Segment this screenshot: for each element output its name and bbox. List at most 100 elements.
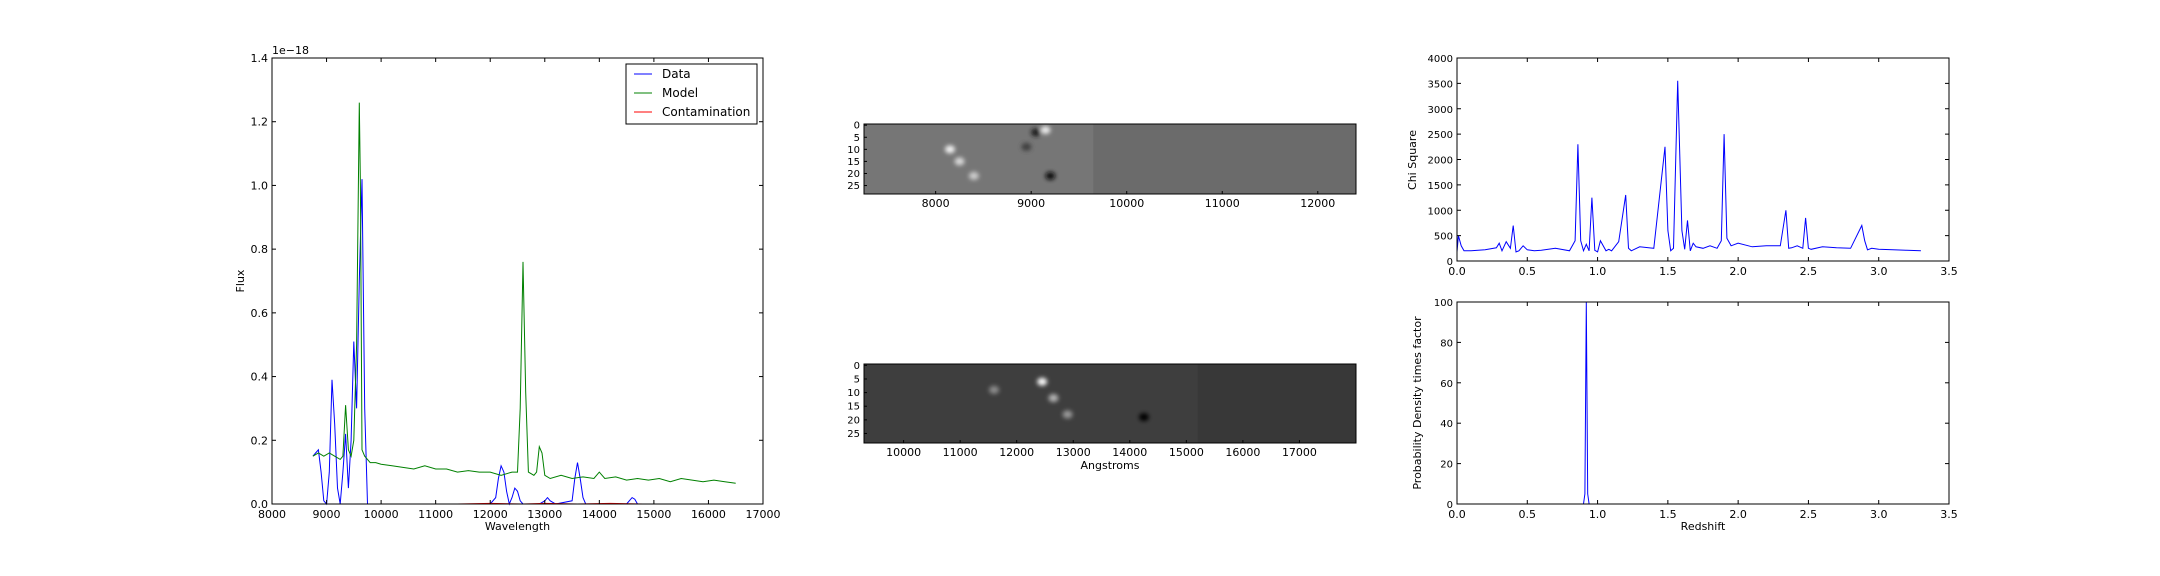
- lower-image-y-tick-label: 25: [847, 429, 860, 440]
- upper-image-image-feature: [954, 157, 965, 166]
- spectrum-x-tick-label: 11000: [418, 508, 453, 521]
- data-series-line: [312, 179, 671, 506]
- spectrum-x-tick-label: 15000: [636, 508, 671, 521]
- upper-image-y-tick-label: 5: [854, 133, 860, 144]
- upper-image-data-region: [864, 124, 1094, 194]
- chi-square-x-tick-label: 3.0: [1870, 265, 1888, 278]
- probability-x-tick-label: 0.0: [1448, 508, 1466, 521]
- lower-image-x-tick-label: 17000: [1282, 446, 1317, 459]
- spectrum-x-tick-label: 9000: [313, 508, 341, 521]
- spectrum-x-tick-label: 14000: [582, 508, 617, 521]
- lower-image-x-tick-label: 12000: [999, 446, 1034, 459]
- upper-image-image-feature: [968, 171, 979, 180]
- probability-y-tick-label: 20: [1440, 460, 1453, 471]
- chi-square-x-tick-label: 0.0: [1448, 265, 1466, 278]
- probability-x-tick-label: 0.5: [1519, 508, 1537, 521]
- spectrum-x-tick-label: 12000: [473, 508, 508, 521]
- lower-image-y-tick-label: 20: [847, 415, 860, 426]
- lower-image-image-feature: [1138, 413, 1149, 422]
- spectrum-y-tick-label: 0.8: [251, 243, 269, 256]
- chi-square-y-tick-label: 0: [1447, 257, 1453, 268]
- legend-model-label: Model: [662, 86, 698, 100]
- probability-y-axis-label: Probability Density times factor: [1411, 316, 1424, 490]
- probability-x-tick-label: 3.5: [1940, 508, 1958, 521]
- spectrum-y-tick-label: 0.0: [251, 498, 269, 511]
- probability-x-tick-label: 3.0: [1870, 508, 1888, 521]
- spectrum-legend: Data Model Contamination: [625, 63, 758, 125]
- spectrum-x-tick-label: 13000: [527, 508, 562, 521]
- probability-x-axis-label: Redshift: [1681, 520, 1726, 533]
- lower-image-x-tick-label: 13000: [1056, 446, 1091, 459]
- upper-image-image-feature: [1030, 128, 1041, 137]
- probability-x-tick-label: 2.5: [1800, 508, 1818, 521]
- legend-data-label: Data: [662, 67, 691, 81]
- upper-image-y-tick-label: 20: [847, 169, 860, 180]
- lower-image-x-axis-label: Angstroms: [1081, 459, 1140, 472]
- spectrum-panel: 8000 9000 10000 11000 12000 13000 14000 15000 16…: [234, 44, 781, 533]
- chi-square-x-tick-label: 1.5: [1659, 265, 1677, 278]
- upper-image-image-feature: [1021, 142, 1032, 151]
- upper-image-y-tick-label: 0: [854, 121, 860, 132]
- spectrum-x-tick-label: 16000: [691, 508, 726, 521]
- spectrum-y-tick-label: 0.4: [251, 371, 269, 384]
- upper-image-x-tick-label: 8000: [922, 197, 950, 210]
- spectrum-x-axis-label: Wavelength: [485, 520, 550, 533]
- chi-square-x-tick-label: 0.5: [1519, 265, 1537, 278]
- probability-y-tick-label: 0: [1447, 500, 1453, 511]
- upper-image-x-tick-label: 9000: [1017, 197, 1045, 210]
- spectrum-y-tick-label: 0.2: [251, 434, 269, 447]
- probability-y-tick-label: 60: [1440, 379, 1453, 390]
- lower-image-x-tick-label: 15000: [1169, 446, 1204, 459]
- lower-image-image-feature: [989, 385, 1000, 394]
- lower-image-y-tick-label: 15: [847, 402, 860, 413]
- upper-image-frame: [863, 123, 1357, 195]
- lower-image-x-tick-label: 16000: [1225, 446, 1260, 459]
- lower-image-y-tick-label: 5: [854, 374, 860, 385]
- upper-image-x-tick-label: 11000: [1205, 197, 1240, 210]
- chi-square-x-tick-label: 2.0: [1729, 265, 1747, 278]
- spectrum-y-tick-label: 1.0: [251, 179, 269, 192]
- upper-image-y-tick-label: 15: [847, 157, 860, 168]
- chi-square-x-tick-label: 1.0: [1589, 265, 1607, 278]
- lower-image-x-tick-label: 10000: [886, 446, 921, 459]
- probability-y-tick-label: 40: [1440, 419, 1453, 430]
- probability-y-tick-label: 100: [1434, 298, 1453, 309]
- spectrum-offset-label: 1e−18: [272, 44, 309, 57]
- upper-image-image-feature: [944, 145, 955, 154]
- spectrum-x-tick-label: 17000: [746, 508, 781, 521]
- chi-square-y-tick-label: 3000: [1428, 105, 1453, 116]
- lower-image-y-tick-label: 10: [847, 388, 860, 399]
- probability-density-panel: 0.0 0.5 1.0 1.5 2.0 2.5 3.0 3.5 0 20 40 60 80 100 Red…: [1411, 298, 1958, 533]
- lower-image-image-feature: [1037, 377, 1048, 386]
- chi-square-y-tick-label: 1000: [1428, 206, 1453, 217]
- chi-square-y-tick-label: 1500: [1428, 181, 1453, 192]
- spectrum-image-lower-panel: 10000 11000 12000 13000 14000 15000 16000 17000…: [847, 361, 1357, 472]
- probability-x-tick-label: 2.0: [1729, 508, 1747, 521]
- legend-contamination-label: Contamination: [662, 105, 750, 119]
- lower-image-data-region: [864, 364, 1198, 443]
- probability-series-line: [1457, 301, 1921, 505]
- chi-square-y-tick-label: 2000: [1428, 156, 1453, 167]
- upper-image-image-feature: [1045, 171, 1056, 180]
- spectrum-y-tick-label: 0.6: [251, 307, 269, 320]
- upper-image-y-tick-label: 10: [847, 145, 860, 156]
- probability-plot-frame: [1456, 301, 1950, 505]
- upper-image-y-tick-label: 25: [847, 181, 860, 192]
- probability-y-tick-label: 80: [1440, 338, 1453, 349]
- chi-square-x-tick-label: 2.5: [1800, 265, 1818, 278]
- lower-image-x-tick-label: 11000: [943, 446, 978, 459]
- lower-image-y-tick-label: 0: [854, 361, 860, 372]
- upper-image-x-tick-label: 12000: [1300, 197, 1335, 210]
- chi-square-panel: 0.0 0.5 1.0 1.5 2.0 2.5 3.0 3.5 0 500 1000 1500 2000…: [1406, 54, 1958, 278]
- lower-image-image-feature: [1062, 410, 1073, 419]
- chi-square-series-line: [1456, 80, 1921, 253]
- spectrum-x-tick-label: 10000: [364, 508, 399, 521]
- upper-image-x-tick-label: 10000: [1109, 197, 1144, 210]
- model-series-line: [312, 102, 736, 484]
- chi-square-y-tick-label: 3500: [1428, 79, 1453, 90]
- probability-x-tick-label: 1.5: [1659, 508, 1677, 521]
- chi-square-y-tick-label: 500: [1434, 232, 1453, 243]
- spectrum-y-axis-label: Flux: [234, 269, 247, 292]
